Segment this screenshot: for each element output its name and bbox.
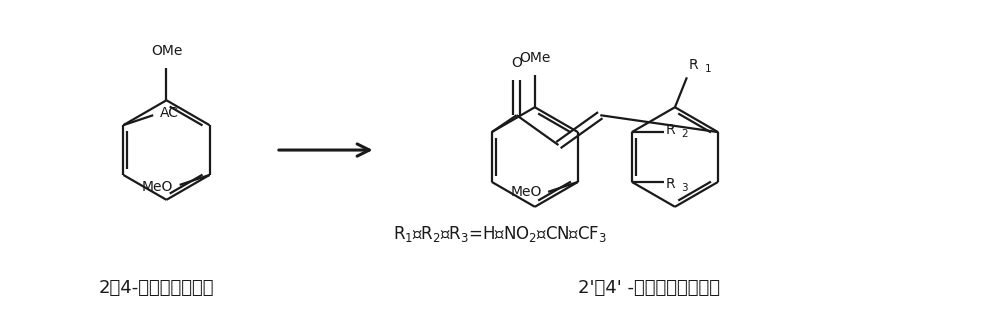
Text: R: R [666,177,675,191]
Text: OMe: OMe [151,44,182,59]
Text: R: R [666,123,675,137]
Text: MeO: MeO [141,180,173,194]
Text: 1: 1 [705,64,711,74]
Text: R$_1$，R$_2$，R$_3$=H，NO$_2$，CN，CF$_3$: R$_1$，R$_2$，R$_3$=H，NO$_2$，CN，CF$_3$ [393,224,607,244]
Text: 3: 3 [682,183,688,193]
Text: OMe: OMe [519,52,551,65]
Text: MeO: MeO [511,185,542,199]
Text: 2，4-二甲氧基苯乙酣: 2，4-二甲氧基苯乙酣 [99,279,214,298]
Text: 2'，4' -二甲氧基查尔酩类: 2'，4' -二甲氧基查尔酩类 [578,279,720,298]
Text: O: O [511,56,522,71]
Text: 2: 2 [682,129,688,139]
Text: R: R [689,58,699,72]
Text: AC: AC [160,106,179,120]
